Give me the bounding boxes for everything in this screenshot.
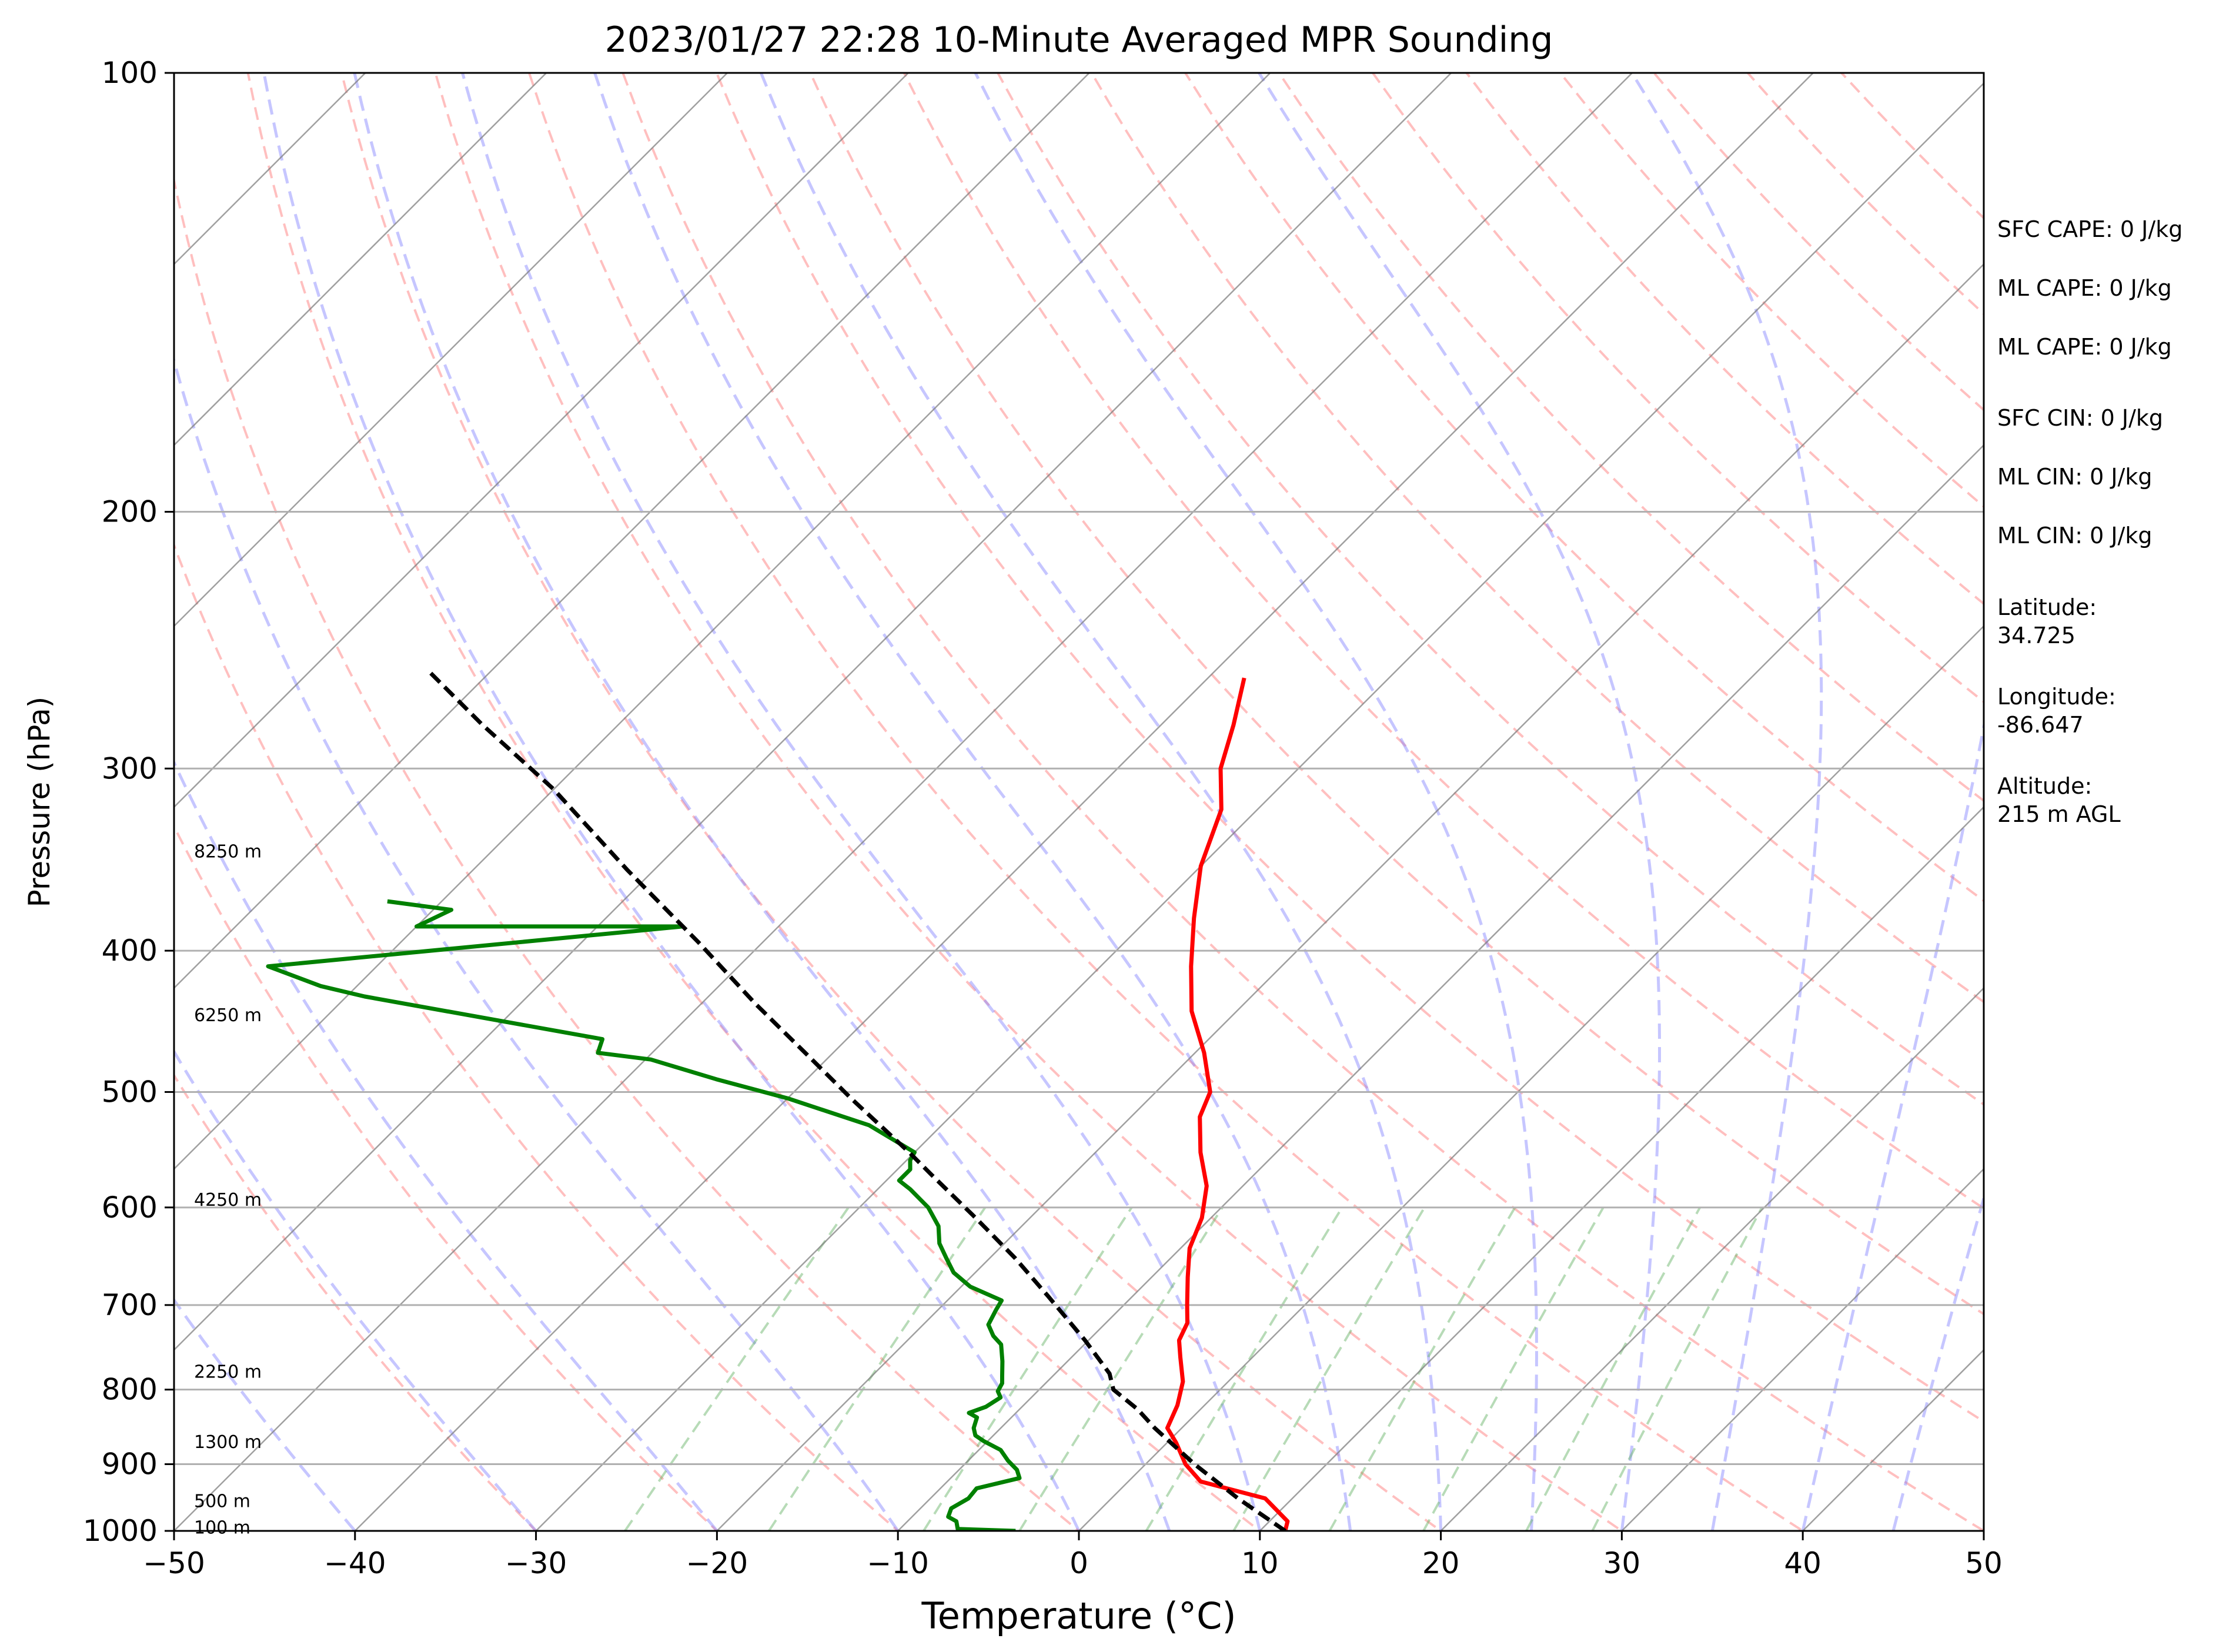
isotherm-line xyxy=(1440,986,1984,1531)
isotherm-line xyxy=(1078,625,1984,1531)
dry-adiabat-line xyxy=(340,73,1443,1531)
moist-adiabat-line xyxy=(174,355,900,1531)
stats-entry: ML CAPE: 0 J/kg xyxy=(1997,334,2172,360)
mixing-ratio-line xyxy=(1525,1206,1702,1531)
dry-adiabat-line xyxy=(1184,73,1984,902)
isotherm-line xyxy=(174,73,1271,1171)
dewpoint-line xyxy=(266,899,1022,1531)
chart-title: 2023/01/27 22:28 10-Minute Averaged MPR … xyxy=(605,19,1553,61)
moist-adiabat-line xyxy=(1630,73,1823,1531)
isotherm-line xyxy=(174,73,547,446)
moist-adiabat-line xyxy=(461,73,1262,1531)
dry-adiabat-line xyxy=(174,541,900,1531)
y-tick-label: 600 xyxy=(102,1190,158,1225)
y-tick-label: 900 xyxy=(102,1447,158,1482)
stats-entry: ML CIN: 0 J/kg xyxy=(1997,523,2152,549)
y-axis-label: Pressure (hPa) xyxy=(22,697,56,908)
isotherm-line xyxy=(897,444,1984,1531)
dry-adiabat-line xyxy=(174,1073,538,1531)
isotherm-line xyxy=(174,73,1633,1531)
x-tick-label: −10 xyxy=(867,1546,929,1580)
mixing-ratio-line xyxy=(1591,1206,1763,1531)
height-label: 500 m xyxy=(194,1491,250,1511)
dry-adiabat-line xyxy=(1278,73,1984,802)
height-label: 1300 m xyxy=(194,1432,262,1453)
isotherm-line xyxy=(1621,1168,1984,1531)
isotherm-line xyxy=(174,73,728,627)
stats-panel: SFC CAPE: 0 J/kg ML CAPE: 0 J/kg ML CAPE: … xyxy=(1997,216,2182,827)
dry-adiabat-line xyxy=(246,73,1262,1531)
x-axis: −50 −40 −30 −20 −10 0 10 20 30 40 50 xyxy=(143,1531,2003,1580)
x-tick-label: 10 xyxy=(1241,1546,1279,1580)
x-tick-label: −40 xyxy=(324,1546,386,1580)
stats-entry: ML CIN: 0 J/kg xyxy=(1997,464,2152,490)
x-tick-label: −30 xyxy=(505,1546,567,1580)
stats-entry: Latitude: 34.725 xyxy=(1997,594,2097,648)
moist-adiabat-line xyxy=(1801,719,1984,1531)
moist-adiabat-line xyxy=(1258,73,1661,1531)
moist-adiabat-line xyxy=(262,73,1081,1531)
moist-adiabat-line xyxy=(759,73,1443,1531)
moist-adiabat-line xyxy=(974,73,1538,1531)
dry-adiabat-line xyxy=(715,73,1984,1423)
x-tick-label: 20 xyxy=(1422,1546,1460,1580)
isotherm-line xyxy=(174,73,909,808)
reference-lines xyxy=(174,73,1984,1531)
height-label: 4250 m xyxy=(194,1190,262,1210)
dry-adiabat-line xyxy=(174,175,1081,1531)
height-label: 6250 m xyxy=(194,1005,262,1026)
isotherm-line xyxy=(716,263,1984,1531)
moist-adiabat-line xyxy=(353,73,1171,1531)
parcel-line xyxy=(426,669,1286,1531)
x-tick-label: −50 xyxy=(143,1546,205,1580)
dry-adiabat-line xyxy=(1371,73,1984,704)
isotherm-line xyxy=(535,82,1984,1531)
height-label: 8250 m xyxy=(194,841,262,862)
isotherm-line xyxy=(1259,806,1984,1531)
stats-entry: Altitude: 215 m AGL xyxy=(1997,773,2121,827)
dry-adiabat-line xyxy=(174,824,719,1531)
y-tick-label: 100 xyxy=(102,56,158,90)
x-tick-label: −20 xyxy=(686,1546,748,1580)
y-tick-label: 300 xyxy=(102,751,158,785)
moist-adiabat-line xyxy=(593,73,1352,1531)
temperature-line xyxy=(1165,677,1290,1531)
dry-adiabat-line xyxy=(996,73,1984,1106)
dry-adiabat-line xyxy=(621,73,1984,1531)
height-label: 2250 m xyxy=(194,1362,262,1383)
stats-entry: SFC CAPE: 0 J/kg xyxy=(1997,216,2182,242)
stats-entry: ML CAPE: 0 J/kg xyxy=(1997,275,2172,301)
x-axis-label: Temperature (°C) xyxy=(921,1594,1236,1637)
y-tick-label: 1000 xyxy=(83,1514,158,1548)
dry-adiabat-line xyxy=(434,73,1624,1531)
y-axis: 100 200 300 400 500 600 700 800 900 1000 xyxy=(83,56,174,1548)
isotherm-line xyxy=(174,73,1090,989)
isotherm-line xyxy=(174,73,1452,1351)
dry-adiabat-line xyxy=(809,73,1984,1316)
y-tick-label: 700 xyxy=(102,1288,158,1322)
dry-adiabat-line xyxy=(527,73,1805,1531)
y-tick-label: 200 xyxy=(102,495,158,529)
moist-adiabat-line xyxy=(174,1048,537,1531)
y-tick-label: 500 xyxy=(102,1075,158,1109)
stats-entry: SFC CIN: 0 J/kg xyxy=(1997,405,2163,431)
x-tick-label: 40 xyxy=(1784,1546,1821,1580)
x-tick-label: 50 xyxy=(1965,1546,2003,1580)
x-tick-label: 30 xyxy=(1603,1546,1641,1580)
isotherm-line xyxy=(354,73,1814,1531)
y-tick-label: 400 xyxy=(102,934,158,968)
y-tick-label: 800 xyxy=(102,1373,158,1407)
height-labels: 100 m 500 m 1300 m 2250 m 4250 m 6250 m 8250 m xyxy=(194,841,262,1538)
moist-adiabat-line xyxy=(1891,1192,1984,1531)
x-tick-label: 0 xyxy=(1069,1546,1088,1580)
height-label: 100 m xyxy=(194,1518,250,1539)
stats-entry: Longitude: -86.647 xyxy=(1997,684,2116,738)
sounding-series xyxy=(266,669,1290,1531)
